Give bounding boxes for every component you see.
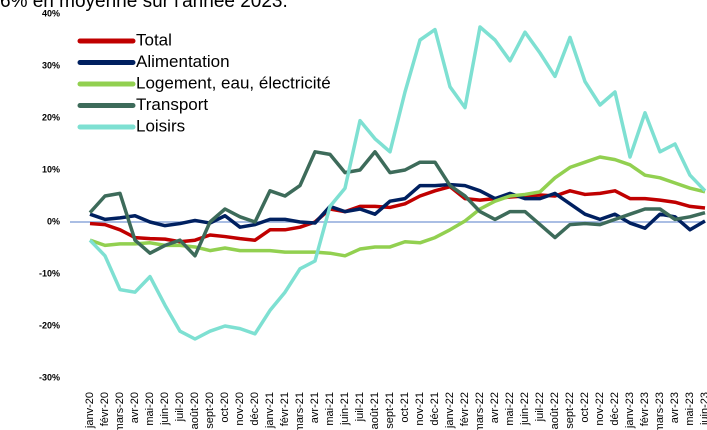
x-tick-label: mars-22 — [474, 392, 486, 430]
x-tick-label: sept-20 — [204, 392, 216, 429]
y-tick-label: 20% — [42, 112, 60, 122]
x-tick-label: janv-23 — [624, 392, 636, 429]
series-line — [89, 155, 706, 258]
x-tick-label: sept-21 — [384, 392, 396, 429]
x-tick-label: janv-22 — [444, 392, 456, 429]
y-tick-label: 30% — [42, 60, 60, 70]
x-tick-label: nov-20 — [234, 392, 246, 426]
y-tick-label: -30% — [39, 372, 60, 382]
x-tick-label: avr-22 — [489, 392, 501, 423]
x-tick-label: déc-21 — [429, 392, 441, 426]
series-line — [88, 150, 706, 258]
x-tick-label: août-21 — [369, 392, 381, 429]
x-tick-label: juil-20 — [174, 392, 186, 422]
x-tick-label: juin-23 — [699, 392, 707, 426]
x-tick-label: nov-21 — [414, 392, 426, 426]
x-tick-label: oct-21 — [399, 392, 411, 423]
series-line — [89, 184, 706, 244]
x-tick-label: avr-21 — [309, 392, 321, 423]
x-tick-label: mai-23 — [684, 392, 696, 426]
x-tick-label: oct-22 — [579, 392, 591, 423]
y-tick-label: 10% — [42, 164, 60, 174]
x-tick-label: avr-23 — [669, 392, 681, 423]
x-tick-label: févr-23 — [639, 392, 651, 426]
x-tick-label: juil-22 — [534, 392, 546, 422]
y-tick-label: 0% — [47, 216, 60, 226]
x-tick-label: févr-20 — [99, 392, 111, 426]
x-tick-label: sept-22 — [564, 392, 576, 429]
x-tick-label: mars-21 — [294, 392, 306, 430]
y-tick-label: -10% — [39, 268, 60, 278]
x-tick-label: déc-20 — [249, 392, 261, 426]
x-tick-label: janv-21 — [264, 392, 276, 429]
x-tick-label: janv-20 — [84, 392, 96, 429]
x-tick-label: févr-21 — [279, 392, 291, 426]
x-tick-label: août-22 — [549, 392, 561, 429]
series-line — [89, 182, 706, 232]
x-tick-label: mars-20 — [114, 392, 126, 430]
x-tick-label: juin-20 — [159, 392, 171, 426]
series-line — [88, 25, 707, 341]
x-tick-label: avr-20 — [129, 392, 141, 423]
legend-label: Alimentation — [136, 52, 230, 71]
x-tick-label: juin-22 — [519, 392, 531, 426]
x-tick-label: mai-21 — [324, 392, 336, 426]
x-tick-label: mai-22 — [504, 392, 516, 426]
x-tick-label: déc-22 — [609, 392, 621, 426]
x-tick-label: juil-21 — [354, 392, 366, 422]
x-tick-label: juin-21 — [339, 392, 351, 426]
y-tick-label: 40% — [42, 8, 60, 18]
legend-label: Transport — [136, 95, 208, 114]
legend-label: Loisirs — [136, 116, 185, 135]
y-tick-label: -20% — [39, 320, 60, 330]
x-tick-label: févr-22 — [459, 392, 471, 426]
legend-label: Total — [136, 30, 172, 49]
x-tick-label: mars-23 — [654, 392, 666, 430]
x-tick-label: mai-20 — [144, 392, 156, 426]
legend-label: Logement, eau, électricité — [136, 73, 331, 92]
x-tick-label: nov-22 — [594, 392, 606, 426]
x-tick-label: oct-20 — [219, 392, 231, 423]
x-tick-label: août-20 — [189, 392, 201, 429]
chart-title: 6% en moyenne sur l'année 2023. — [0, 0, 288, 12]
